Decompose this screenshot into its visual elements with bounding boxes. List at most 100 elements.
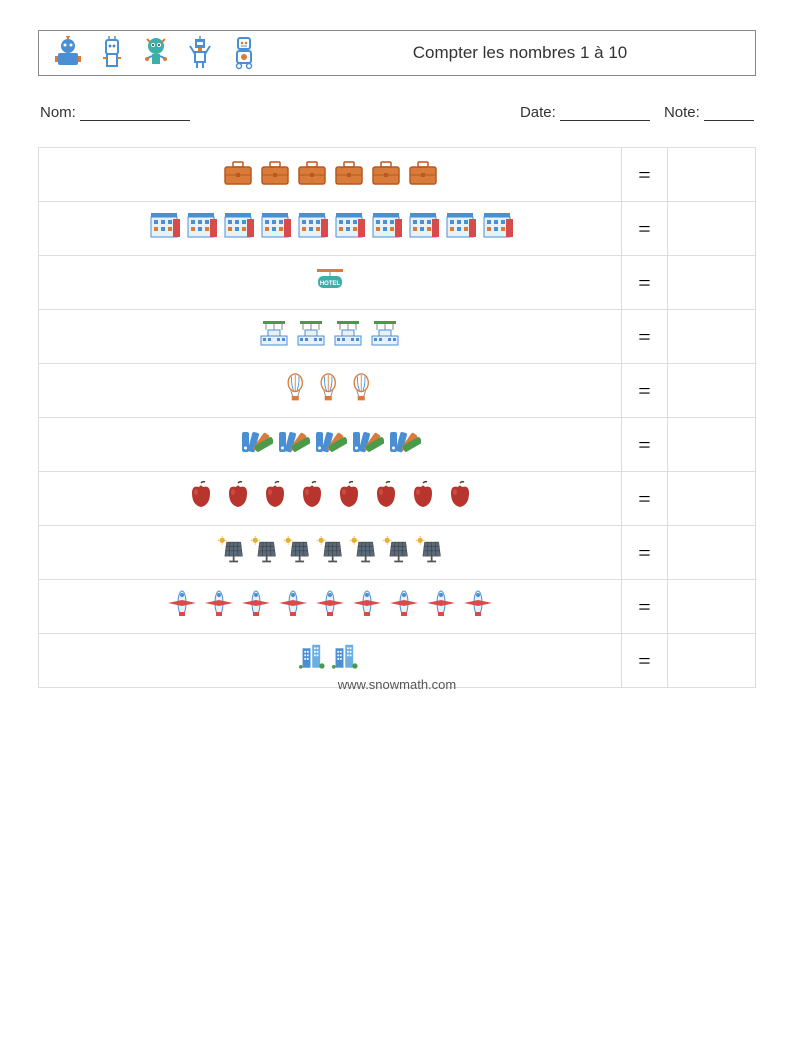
name-label: Nom:: [40, 104, 76, 121]
solar-icon: [282, 535, 312, 565]
swatch-icon: [276, 425, 310, 459]
equals-cell: =: [622, 148, 668, 202]
airport-icon: [369, 317, 403, 351]
plane-icon: [239, 587, 273, 621]
briefcase-icon: [221, 155, 255, 189]
robot-icon: [185, 36, 215, 70]
objects-cell: [39, 202, 622, 256]
worksheet-table: ==========: [38, 147, 756, 688]
plane-icon: [165, 587, 199, 621]
table-row: =: [39, 256, 756, 310]
apple-icon: [295, 479, 329, 513]
apple-icon: [443, 479, 477, 513]
robot-icon: [97, 36, 127, 70]
table-row: =: [39, 580, 756, 634]
table-row: =: [39, 310, 756, 364]
robot-icon: [141, 36, 171, 70]
building-icon: [443, 209, 477, 243]
balloon-icon: [282, 373, 312, 403]
solar-icon: [249, 535, 279, 565]
solar-icon: [348, 535, 378, 565]
equals-cell: =: [622, 526, 668, 580]
plane-icon: [276, 587, 310, 621]
answer-cell[interactable]: [668, 364, 756, 418]
answer-cell[interactable]: [668, 580, 756, 634]
plane-icon: [424, 587, 458, 621]
city-icon: [332, 643, 362, 673]
equals-cell: =: [622, 418, 668, 472]
name-blank[interactable]: [80, 120, 190, 121]
robot-icon: [229, 36, 259, 70]
plane-icon: [387, 587, 421, 621]
plane-icon: [202, 587, 236, 621]
header-robots: [53, 36, 259, 70]
swatch-icon: [350, 425, 384, 459]
building-icon: [295, 209, 329, 243]
building-icon: [332, 209, 366, 243]
answer-cell[interactable]: [668, 310, 756, 364]
building-icon: [480, 209, 514, 243]
table-row: =: [39, 364, 756, 418]
objects-cell: [39, 256, 622, 310]
answer-cell[interactable]: [668, 202, 756, 256]
equals-cell: =: [622, 472, 668, 526]
building-icon: [369, 209, 403, 243]
swatch-icon: [239, 425, 273, 459]
header-box: Compter les nombres 1 à 10: [38, 30, 756, 76]
table-row: =: [39, 418, 756, 472]
date-label: Date:: [520, 104, 556, 121]
answer-cell[interactable]: [668, 256, 756, 310]
date-blank[interactable]: [560, 120, 650, 121]
note-label: Note:: [664, 104, 700, 121]
building-icon: [221, 209, 255, 243]
airport-icon: [258, 317, 292, 351]
balloon-icon: [315, 373, 345, 403]
apple-icon: [221, 479, 255, 513]
apple-icon: [369, 479, 403, 513]
plane-icon: [313, 587, 347, 621]
briefcase-icon: [295, 155, 329, 189]
balloon-icon: [348, 373, 378, 403]
equals-cell: =: [622, 202, 668, 256]
answer-cell[interactable]: [668, 526, 756, 580]
equals-cell: =: [622, 310, 668, 364]
objects-cell: [39, 580, 622, 634]
briefcase-icon: [369, 155, 403, 189]
solar-icon: [381, 535, 411, 565]
footer-url: www.snowmath.com: [0, 677, 794, 692]
table-row: =: [39, 526, 756, 580]
briefcase-icon: [332, 155, 366, 189]
answer-cell[interactable]: [668, 148, 756, 202]
hotel-icon: [313, 263, 347, 297]
worksheet-title: Compter les nombres 1 à 10: [259, 43, 741, 63]
equals-cell: =: [622, 580, 668, 634]
swatch-icon: [387, 425, 421, 459]
solar-icon: [414, 535, 444, 565]
table-row: =: [39, 148, 756, 202]
answer-cell[interactable]: [668, 418, 756, 472]
apple-icon: [406, 479, 440, 513]
note-blank[interactable]: [704, 120, 754, 121]
apple-icon: [332, 479, 366, 513]
objects-cell: [39, 148, 622, 202]
building-icon: [406, 209, 440, 243]
objects-cell: [39, 310, 622, 364]
apple-icon: [258, 479, 292, 513]
objects-cell: [39, 364, 622, 418]
airport-icon: [295, 317, 329, 351]
objects-cell: [39, 418, 622, 472]
table-row: =: [39, 472, 756, 526]
answer-cell[interactable]: [668, 472, 756, 526]
equals-cell: =: [622, 256, 668, 310]
apple-icon: [184, 479, 218, 513]
briefcase-icon: [258, 155, 292, 189]
objects-cell: [39, 526, 622, 580]
robot-icon: [53, 36, 83, 70]
plane-icon: [350, 587, 384, 621]
building-icon: [184, 209, 218, 243]
objects-cell: [39, 472, 622, 526]
table-row: =: [39, 202, 756, 256]
briefcase-icon: [406, 155, 440, 189]
equals-cell: =: [622, 364, 668, 418]
building-icon: [147, 209, 181, 243]
